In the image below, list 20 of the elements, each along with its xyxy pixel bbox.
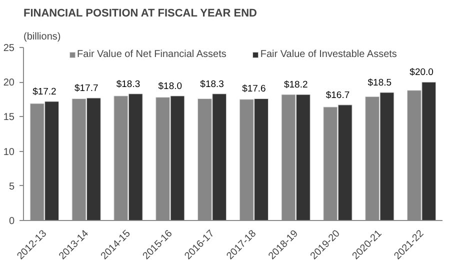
data-label: $18.3	[200, 78, 224, 90]
data-label: $18.0	[158, 80, 182, 92]
legend-label: Fair Value of Net Financial Assets	[77, 49, 226, 60]
data-label: $17.6	[242, 84, 266, 95]
y-tick-label: 5	[8, 181, 15, 192]
data-label: $17.7	[74, 83, 98, 94]
data-label: $16.7	[326, 90, 350, 101]
y-tick-label: 15	[3, 112, 15, 124]
y-tick-label: 0	[8, 216, 15, 227]
y-tick-label: 20	[3, 78, 15, 89]
legend-label: Fair Value of Investable Assets	[260, 49, 397, 60]
data-label: $18.5	[368, 77, 392, 88]
data-label: $17.2	[32, 86, 56, 98]
y-tick-label: 10	[3, 146, 15, 158]
data-label: $20.0	[410, 67, 434, 78]
data-label: $18.3	[116, 78, 140, 90]
y-tick-label: 25	[3, 43, 15, 54]
y-axis-title: (billions)	[24, 32, 61, 42]
data-label: $18.2	[284, 80, 308, 91]
chart-title: FINANCIAL POSITION AT FISCAL YEAR END	[24, 8, 258, 20]
